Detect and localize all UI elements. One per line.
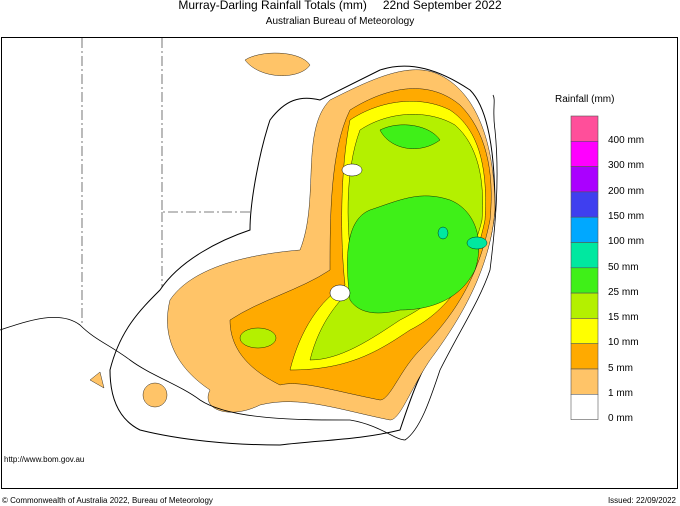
legend-title: Rainfall (mm) (555, 94, 615, 105)
legend-bar (570, 115, 599, 420)
legend-swatch (570, 318, 599, 344)
legend-swatch (570, 267, 599, 294)
legend-swatch (570, 166, 599, 193)
legend-label: 25 mm (608, 286, 639, 298)
coastline (0, 94, 498, 441)
dry-area (341, 163, 363, 177)
legend-swatch (570, 115, 599, 142)
legend-swatch (570, 292, 599, 319)
issued-date: Issued: 22/09/2022 (607, 496, 676, 505)
title-date: 22nd September 2022 (382, 0, 502, 12)
legend-swatch (570, 216, 599, 243)
rain-25mm (347, 124, 479, 314)
legend-swatch (570, 368, 599, 395)
legend-label: 1 mm (608, 388, 633, 399)
legend-label: 15 mm (608, 312, 639, 324)
map-frame (1, 37, 678, 489)
copyright: © Commonwealth of Australia 2022, Bureau… (2, 496, 213, 505)
legend-swatch (570, 191, 599, 218)
legend-label: 50 mm (608, 261, 639, 273)
legend-label: 150 mm (608, 210, 645, 222)
state-borders (81, 38, 460, 325)
legend-swatch (570, 141, 599, 167)
source-url[interactable]: http://www.bom.gov.au (4, 455, 85, 464)
legend-label: 10 mm (608, 337, 639, 349)
legend-swatch (570, 393, 599, 420)
legend-label: 300 mm (608, 160, 645, 172)
legend-swatch (570, 343, 599, 370)
legend-label: 200 mm (608, 185, 645, 197)
rain-50mm (437, 226, 488, 250)
legend-label: 100 mm (608, 236, 645, 248)
legend-label: 0 mm (608, 413, 633, 425)
dry-area (329, 284, 351, 302)
map-title: Murray-Darling Rainfall Totals (mm) 22nd … (0, 0, 680, 12)
legend-swatch (570, 242, 599, 269)
legend-label: 5 mm (608, 362, 633, 374)
map-subtitle: Australian Bureau of Meteorology (265, 16, 415, 27)
legend-label: 400 mm (608, 135, 645, 146)
title-text: Murray-Darling Rainfall Totals (mm) (178, 0, 367, 12)
